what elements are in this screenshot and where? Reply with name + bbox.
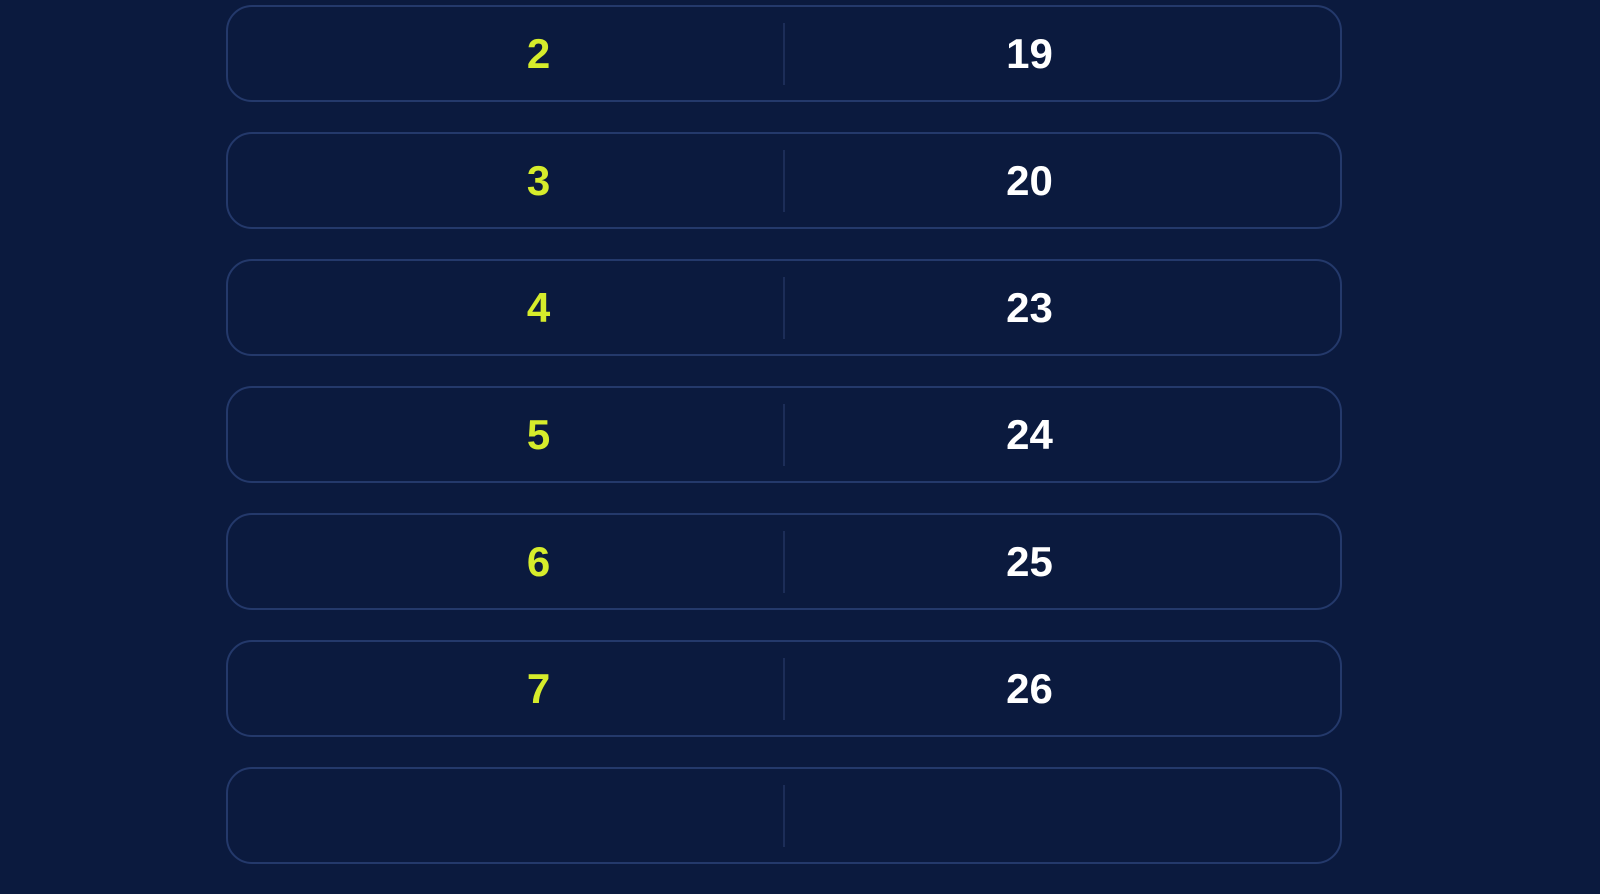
left-value: 5 xyxy=(526,411,551,458)
right-value: 19 xyxy=(1006,30,1053,77)
divider xyxy=(783,403,785,466)
right-value: 20 xyxy=(1006,157,1053,204)
divider xyxy=(783,22,785,85)
list-row[interactable]: 7 26 xyxy=(226,640,1342,737)
divider xyxy=(783,784,785,847)
divider xyxy=(783,276,785,339)
left-value: 6 xyxy=(526,538,551,585)
left-value: 4 xyxy=(526,284,551,331)
list-row[interactable]: 6 25 xyxy=(226,513,1342,610)
right-value: 24 xyxy=(1006,411,1053,458)
number-list: 2 19 3 20 4 23 5 24 6 25 7 26 xyxy=(226,5,1342,894)
list-row[interactable]: 3 20 xyxy=(226,132,1342,229)
list-row[interactable] xyxy=(226,767,1342,864)
left-value: 2 xyxy=(526,30,551,77)
divider xyxy=(783,149,785,212)
list-row[interactable]: 2 19 xyxy=(226,5,1342,102)
left-value: 3 xyxy=(526,157,551,204)
list-row[interactable]: 5 24 xyxy=(226,386,1342,483)
right-value: 25 xyxy=(1006,538,1053,585)
right-value: 23 xyxy=(1006,284,1053,331)
divider xyxy=(783,530,785,593)
left-value: 7 xyxy=(526,665,551,712)
list-row[interactable]: 4 23 xyxy=(226,259,1342,356)
divider xyxy=(783,657,785,720)
right-value: 26 xyxy=(1006,665,1053,712)
